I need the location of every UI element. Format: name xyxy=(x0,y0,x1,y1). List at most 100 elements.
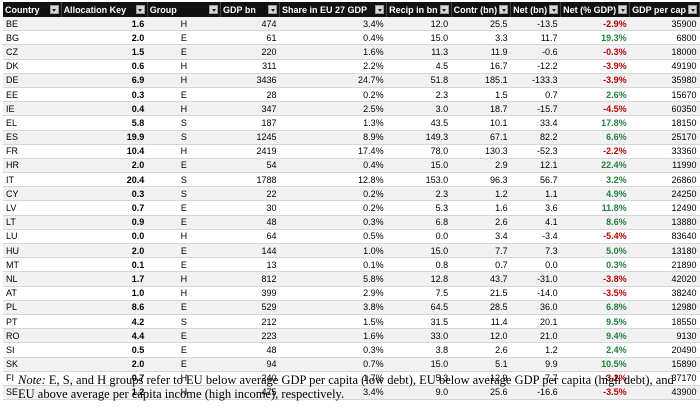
cell-gdp[interactable]: 240 xyxy=(220,371,280,386)
cell-country[interactable]: MT xyxy=(3,257,62,273)
cell-contr[interactable]: 96.3 xyxy=(451,172,511,188)
cell-gdp-per-cap[interactable]: 15890 xyxy=(629,357,700,372)
cell-contr[interactable]: 11.9 xyxy=(451,44,511,60)
cell-net-pct[interactable]: -3.9% xyxy=(560,73,630,88)
cell-share[interactable]: 1.0% xyxy=(279,243,387,259)
cell-gdp-per-cap[interactable]: 38240 xyxy=(629,286,700,301)
cell-country[interactable]: RO xyxy=(3,328,62,344)
cell-recip[interactable]: 5.3 xyxy=(386,371,452,386)
cell-gdp-per-cap[interactable]: 20490 xyxy=(629,342,700,358)
cell-share[interactable]: 17.4% xyxy=(279,144,387,159)
cell-contr[interactable]: 2.9 xyxy=(451,158,511,174)
filter-dropdown-icon[interactable] xyxy=(439,5,449,14)
cell-net[interactable]: -7.7 xyxy=(510,371,561,386)
cell-group[interactable]: E xyxy=(147,257,221,273)
cell-allocation-key[interactable]: 6.9 xyxy=(61,73,148,88)
cell-share[interactable]: 2.5% xyxy=(279,101,387,117)
cell-recip[interactable]: 51.8 xyxy=(386,73,452,88)
cell-gdp-per-cap[interactable]: 49190 xyxy=(629,59,700,74)
cell-contr[interactable]: 1.5 xyxy=(451,87,511,103)
cell-gdp-per-cap[interactable]: 13180 xyxy=(629,243,700,259)
cell-share[interactable]: 0.7% xyxy=(279,357,387,372)
cell-recip[interactable]: 43.5 xyxy=(386,115,452,131)
cell-net-pct[interactable]: -3.2% xyxy=(560,371,630,386)
cell-share[interactable]: 0.2% xyxy=(279,87,387,103)
cell-recip[interactable]: 15.0 xyxy=(386,357,452,372)
cell-share[interactable]: 0.4% xyxy=(279,30,387,46)
cell-country[interactable]: SI xyxy=(3,342,62,358)
cell-group[interactable]: S xyxy=(147,186,221,202)
cell-gdp-per-cap[interactable]: 24250 xyxy=(629,186,700,202)
cell-gdp-per-cap[interactable]: 43900 xyxy=(629,385,700,401)
filter-dropdown-icon[interactable] xyxy=(375,5,385,14)
cell-country[interactable]: BE xyxy=(3,17,62,32)
column-header-allocation-key[interactable]: Allocation Key xyxy=(61,2,148,17)
cell-allocation-key[interactable]: 0.7 xyxy=(61,200,148,216)
cell-share[interactable]: 0.2% xyxy=(279,186,387,202)
cell-gdp-per-cap[interactable]: 15670 xyxy=(629,87,700,103)
cell-net-pct[interactable]: 8.6% xyxy=(560,215,630,230)
cell-group[interactable]: H xyxy=(147,73,221,88)
cell-group[interactable]: H xyxy=(147,101,221,117)
cell-net-pct[interactable]: 9.4% xyxy=(560,328,630,344)
cell-allocation-key[interactable]: 2.0 xyxy=(61,158,148,174)
cell-recip[interactable]: 9.0 xyxy=(386,385,452,401)
cell-contr[interactable]: 25.6 xyxy=(451,385,511,401)
cell-net-pct[interactable]: -0.3% xyxy=(560,44,630,60)
cell-country[interactable]: AT xyxy=(3,286,62,301)
cell-share[interactable]: 1.5% xyxy=(279,314,387,330)
cell-gdp-per-cap[interactable]: 9130 xyxy=(629,328,700,344)
cell-gdp[interactable]: 1245 xyxy=(220,130,280,145)
cell-recip[interactable]: 2.3 xyxy=(386,186,452,202)
cell-gdp[interactable]: 94 xyxy=(220,357,280,372)
cell-gdp-per-cap[interactable]: 83640 xyxy=(629,229,700,245)
cell-gdp[interactable]: 54 xyxy=(220,158,280,174)
cell-share[interactable]: 2.2% xyxy=(279,59,387,74)
cell-net[interactable]: -15.7 xyxy=(510,101,561,117)
cell-net[interactable]: -16.6 xyxy=(510,385,561,401)
cell-country[interactable]: FI xyxy=(3,371,62,386)
cell-group[interactable]: E xyxy=(147,158,221,174)
cell-group[interactable]: H xyxy=(147,271,221,287)
cell-share[interactable]: 8.9% xyxy=(279,130,387,145)
cell-gdp-per-cap[interactable]: 60350 xyxy=(629,101,700,117)
column-header-gdp-per-cap[interactable]: GDP per cap xyxy=(629,2,700,17)
cell-net[interactable]: -0.6 xyxy=(510,44,561,60)
cell-group[interactable]: E xyxy=(147,243,221,259)
cell-gdp[interactable]: 13 xyxy=(220,257,280,273)
cell-group[interactable]: H xyxy=(147,385,221,401)
cell-gdp-per-cap[interactable]: 25170 xyxy=(629,130,700,145)
cell-net-pct[interactable]: 2.6% xyxy=(560,87,630,103)
cell-contr[interactable]: 5.1 xyxy=(451,357,511,372)
cell-gdp-per-cap[interactable]: 21890 xyxy=(629,257,700,273)
cell-net-pct[interactable]: 22.4% xyxy=(560,158,630,174)
cell-allocation-key[interactable]: 0.4 xyxy=(61,101,148,117)
cell-recip[interactable]: 3.8 xyxy=(386,342,452,358)
cell-country[interactable]: FR xyxy=(3,144,62,159)
cell-contr[interactable]: 67.1 xyxy=(451,130,511,145)
cell-net[interactable]: 36.0 xyxy=(510,300,561,315)
cell-group[interactable]: S xyxy=(147,130,221,145)
cell-share[interactable]: 3.4% xyxy=(279,385,387,401)
cell-group[interactable]: H xyxy=(147,17,221,32)
cell-group[interactable]: H xyxy=(147,59,221,74)
cell-country[interactable]: SE xyxy=(3,385,62,401)
cell-group[interactable]: S xyxy=(147,172,221,188)
cell-contr[interactable]: 2.6 xyxy=(451,215,511,230)
cell-allocation-key[interactable]: 0.6 xyxy=(61,59,148,74)
cell-gdp[interactable]: 2419 xyxy=(220,144,280,159)
cell-contr[interactable]: 185.1 xyxy=(451,73,511,88)
cell-share[interactable]: 3.8% xyxy=(279,300,387,315)
cell-group[interactable]: H xyxy=(147,371,221,386)
cell-net[interactable]: 0.7 xyxy=(510,87,561,103)
cell-net-pct[interactable]: -4.5% xyxy=(560,101,630,117)
cell-contr[interactable]: 43.7 xyxy=(451,271,511,287)
cell-contr[interactable]: 0.7 xyxy=(451,257,511,273)
cell-gdp[interactable]: 220 xyxy=(220,44,280,60)
filter-dropdown-icon[interactable] xyxy=(499,5,509,14)
cell-contr[interactable]: 28.5 xyxy=(451,300,511,315)
cell-share[interactable]: 3.4% xyxy=(279,17,387,32)
cell-net[interactable]: -12.2 xyxy=(510,59,561,74)
column-header-net[interactable]: Net (bn) xyxy=(510,2,562,17)
cell-gdp[interactable]: 475 xyxy=(220,385,280,401)
